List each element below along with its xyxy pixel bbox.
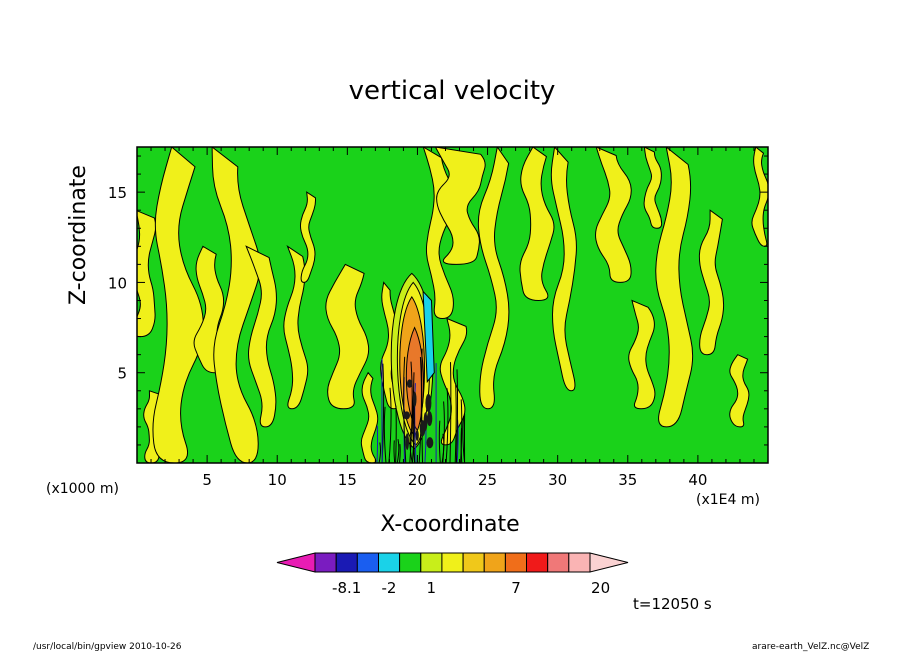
colorbar-cell (357, 553, 378, 572)
colorbar-cell (569, 553, 590, 572)
colorbar: -8.1 -2 1 7 20 (277, 553, 628, 597)
colorbar-cell (505, 553, 526, 572)
strong-updraft-cell (413, 392, 417, 407)
footer-right: arare-earth_VelZ.nc@VelZ (752, 642, 869, 652)
x-tick-label: 40 (688, 471, 707, 489)
x-tick-label: 35 (618, 471, 637, 489)
x-axis-label: X-coordinate (0, 512, 902, 537)
x-tick-label: 30 (548, 471, 567, 489)
x-tick-label: 15 (338, 471, 357, 489)
colorbar-label: 7 (511, 579, 521, 597)
colorbar-cell (421, 553, 442, 572)
colorbar-high-extension (590, 553, 628, 572)
colorbar-label: 1 (427, 579, 437, 597)
colorbar-cell (400, 553, 421, 572)
x-tick-label: 5 (202, 471, 212, 489)
colorbar-cell (379, 553, 400, 572)
chart-title: vertical velocity (0, 76, 904, 106)
strong-updraft-cell (405, 433, 409, 450)
strong-updraft-cell (403, 411, 410, 419)
strong-updraft-cell (420, 420, 426, 436)
y-tick-label: 15 (108, 184, 127, 202)
x-tick-label: 25 (478, 471, 497, 489)
colorbar-cell (548, 553, 569, 572)
strong-updraft-cell (416, 430, 419, 441)
contour-field (133, 147, 769, 463)
strong-updraft-cell (425, 394, 431, 412)
colorbar-label: 20 (591, 579, 610, 597)
colorbar-cell (336, 553, 357, 572)
x-unit-note: (x1000 m) (46, 481, 119, 497)
contour-line (377, 426, 378, 463)
y-tick-label: 10 (108, 274, 127, 292)
strong-updraft-cell (427, 411, 432, 426)
colorbar-cell (315, 553, 336, 572)
strong-updraft-cell (407, 379, 412, 387)
colorbar-cell (484, 553, 505, 572)
x-multiplier-note: (x1E4 m) (696, 492, 760, 508)
colorbar-cell (527, 553, 548, 572)
colorbar-label: -8.1 (332, 579, 361, 597)
x-tick-label: 10 (268, 471, 287, 489)
colorbar-low-extension (277, 553, 315, 572)
footer-left: /usr/local/bin/gpview 2010-10-26 (33, 642, 181, 652)
colorbar-label: -2 (382, 579, 397, 597)
colorbar-cell (463, 553, 484, 572)
colorbar-cell (442, 553, 463, 572)
y-tick-label: 5 (117, 365, 127, 383)
time-label: t=12050 s (633, 595, 712, 613)
strong-updraft-cell (427, 437, 434, 448)
y-axis-label: Z-coordinate (66, 165, 91, 305)
x-tick-label: 20 (408, 471, 427, 489)
